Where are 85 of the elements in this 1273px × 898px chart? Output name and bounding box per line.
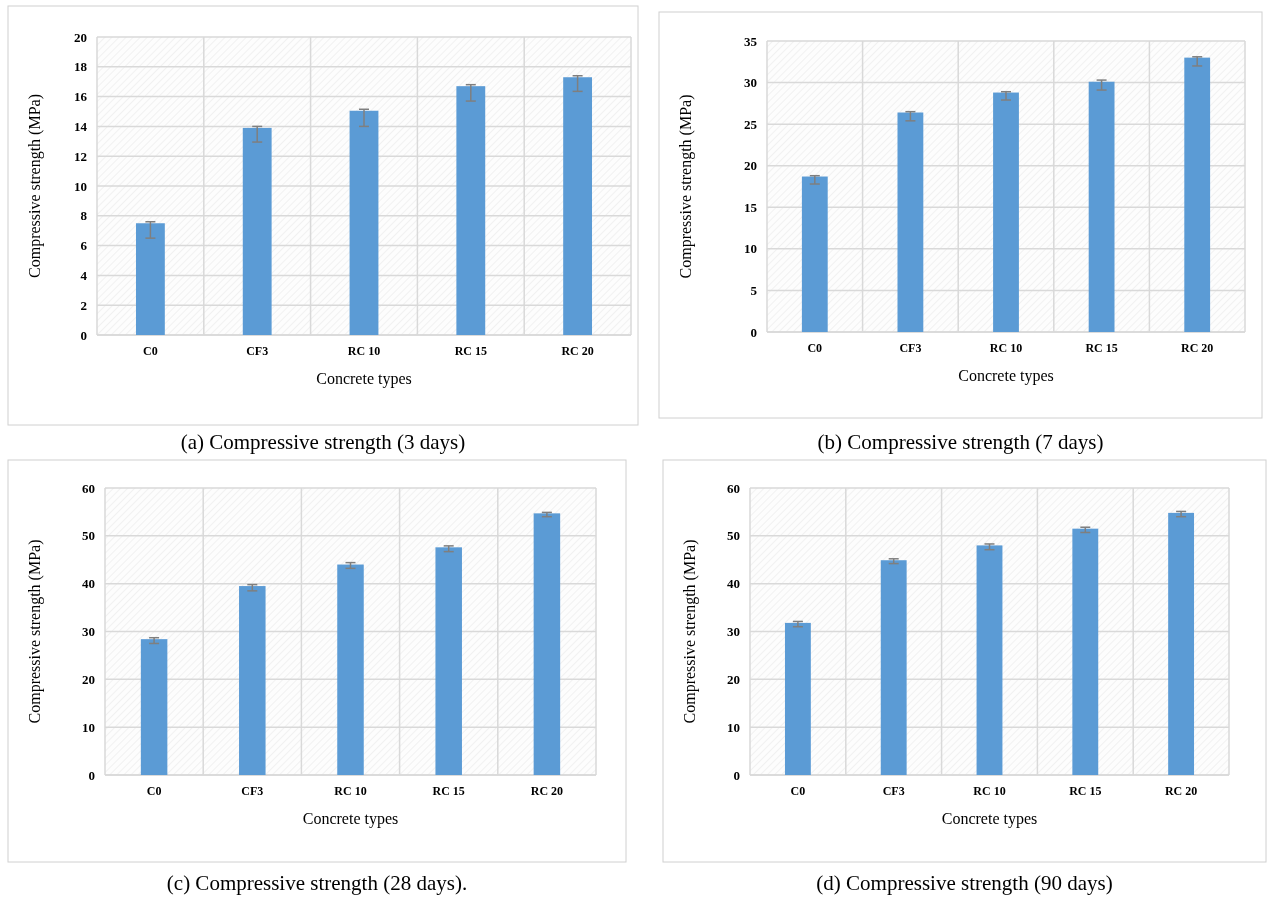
y-axis-title: Compressive strength (MPa) — [26, 539, 44, 724]
y-tick-label: 60 — [82, 480, 95, 496]
y-tick-label: 15 — [744, 199, 758, 215]
y-axis-title: Compressive strength (MPa) — [677, 94, 695, 279]
bar — [880, 560, 907, 775]
y-tick-label: 20 — [82, 671, 95, 687]
y-tick-label: 6 — [80, 238, 88, 254]
bar — [456, 86, 486, 335]
y-tick-label: 20 — [727, 671, 740, 687]
y-tick-label: 30 — [727, 624, 740, 640]
x-tick-label: C0 — [143, 344, 158, 358]
bar — [435, 547, 462, 775]
y-tick-label: 16 — [74, 89, 88, 105]
bar — [993, 92, 1019, 332]
bar — [976, 545, 1003, 775]
bar — [135, 223, 165, 335]
x-axis-title: Concrete types — [302, 810, 399, 828]
x-tick-label: CF3 — [882, 784, 905, 798]
y-tick-label: 14 — [74, 118, 88, 134]
x-tick-label: RC 15 — [1069, 784, 1102, 798]
bar — [1168, 512, 1195, 775]
bar — [801, 176, 828, 332]
x-tick-label: CF3 — [899, 341, 922, 355]
y-tick-label: 8 — [80, 208, 88, 224]
bar — [533, 513, 561, 775]
bar — [563, 77, 593, 335]
y-tick-label: 18 — [74, 59, 88, 75]
y-tick-label: 20 — [744, 158, 757, 174]
y-tick-label: 40 — [82, 576, 95, 592]
x-tick-label: RC 20 — [1181, 341, 1214, 355]
x-axis-title: Concrete types — [316, 370, 412, 388]
bar — [337, 564, 364, 775]
x-tick-label: RC 10 — [347, 344, 381, 358]
y-tick-label: 5 — [750, 282, 758, 298]
x-tick-label: RC 10 — [989, 341, 1023, 355]
y-tick-label: 20 — [74, 29, 87, 45]
x-axis-title: Concrete types — [941, 810, 1038, 828]
bar — [242, 127, 272, 335]
y-tick-label: 0 — [733, 767, 740, 783]
y-tick-label: 10 — [82, 719, 95, 735]
x-tick-label: RC 10 — [334, 784, 367, 798]
x-tick-label: CF3 — [246, 344, 269, 358]
bar — [897, 112, 924, 332]
x-tick-label: C0 — [807, 341, 823, 355]
x-tick-label: RC 20 — [561, 344, 594, 358]
x-tick-label: C0 — [146, 784, 162, 798]
x-tick-label: RC 15 — [432, 784, 465, 798]
y-tick-label: 0 — [750, 324, 757, 340]
bar — [140, 639, 168, 775]
y-tick-label: 25 — [744, 116, 758, 132]
text: (d) Compressive strength (90 days) — [816, 871, 1113, 896]
y-tick-label: 4 — [80, 267, 88, 283]
bar — [1072, 528, 1099, 775]
bar — [1088, 81, 1115, 332]
x-tick-label: RC 15 — [1085, 341, 1118, 355]
y-tick-label: 35 — [744, 33, 758, 49]
text: (c) Compressive strength (28 days). — [166, 871, 468, 896]
x-axis-title: Concrete types — [958, 367, 1054, 385]
bar — [1184, 57, 1211, 332]
y-tick-label: 60 — [727, 480, 740, 496]
bar — [239, 586, 266, 775]
y-tick-label: 10 — [744, 241, 757, 257]
y-tick-label: 50 — [82, 528, 95, 544]
bar — [784, 622, 811, 775]
y-axis-title: Compressive strength (MPa) — [681, 539, 699, 724]
bar — [349, 110, 379, 335]
x-tick-label: CF3 — [241, 784, 264, 798]
y-tick-label: 0 — [88, 767, 95, 783]
x-tick-label: RC 20 — [530, 784, 564, 798]
y-tick-label: 2 — [80, 297, 87, 313]
y-tick-label: 0 — [80, 327, 87, 343]
x-tick-label: C0 — [790, 784, 806, 798]
x-tick-label: RC 15 — [454, 344, 487, 358]
y-tick-label: 30 — [82, 624, 95, 640]
y-tick-label: 40 — [727, 576, 740, 592]
y-tick-label: 12 — [74, 148, 87, 164]
y-tick-label: 10 — [74, 178, 87, 194]
text: (a) Compressive strength (3 days) — [180, 430, 466, 455]
y-tick-label: 10 — [727, 719, 740, 735]
x-tick-label: RC 10 — [973, 784, 1006, 798]
y-tick-label: 30 — [744, 75, 757, 91]
x-tick-label: RC 20 — [1164, 784, 1198, 798]
y-tick-label: 50 — [727, 528, 740, 544]
text: (b) Compressive strength (7 days) — [817, 430, 1104, 455]
y-axis-title: Compressive strength (MPa) — [26, 94, 44, 278]
